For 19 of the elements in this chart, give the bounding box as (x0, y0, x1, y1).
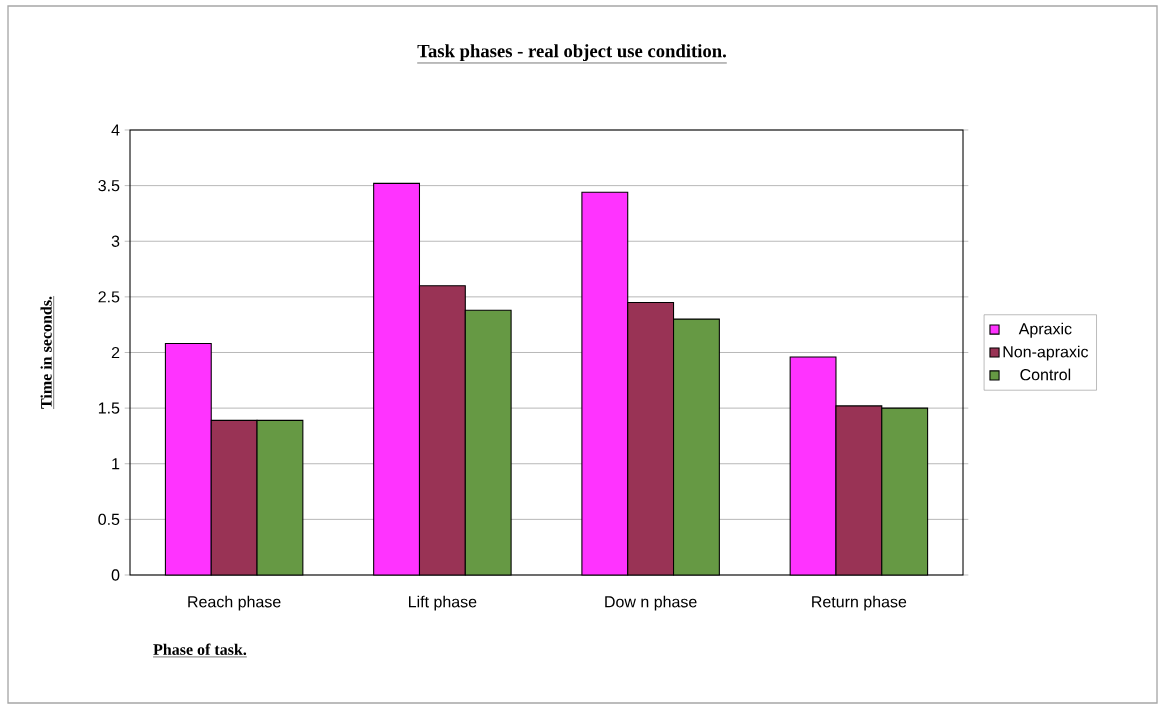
y-axis-title: Time in seconds. (40, 296, 52, 409)
y-tick-label: 0 (111, 569, 120, 581)
y-tick-label: 3 (111, 235, 120, 247)
x-tick-label: Return phase (812, 595, 907, 611)
x-tick-label: Reach phase (188, 595, 281, 611)
x-axis-title: Phase of task. (153, 643, 247, 656)
x-tick-label: Lift phase (409, 595, 477, 611)
y-tick-label: 0.5 (98, 513, 120, 526)
legend-label: Non-apraxic (1003, 345, 1089, 361)
y-tick-label: 4 (111, 124, 120, 136)
y-tick-label: 1.5 (98, 402, 120, 414)
y-tick-label: 2 (111, 346, 120, 359)
y-tick-label: 1 (112, 458, 120, 470)
y-tick-label: 3.5 (98, 179, 120, 192)
legend-label: Control (1020, 368, 1071, 381)
y-tick-label: 2.5 (98, 291, 120, 303)
chart-title: Task phases - real object use condition. (417, 44, 726, 62)
x-tick-label: Dow n phase (605, 595, 697, 611)
legend-label: Apraxic (1018, 322, 1072, 338)
